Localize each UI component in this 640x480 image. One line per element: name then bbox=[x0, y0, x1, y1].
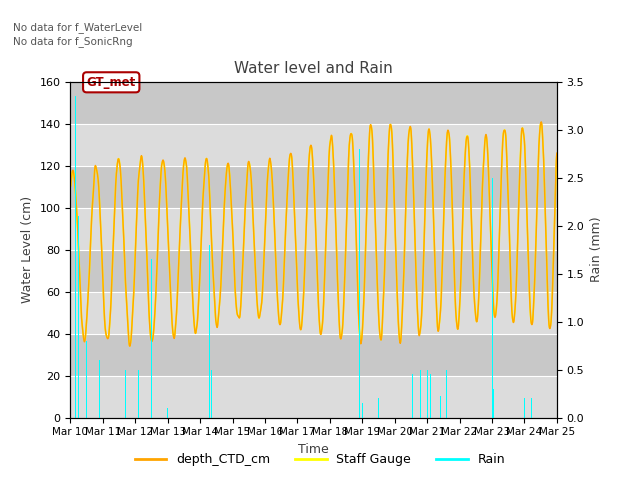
Y-axis label: Rain (mm): Rain (mm) bbox=[590, 217, 603, 282]
Bar bbox=[70, 124, 557, 166]
Text: GT_met: GT_met bbox=[86, 76, 136, 89]
Bar bbox=[70, 166, 557, 208]
Bar bbox=[70, 208, 557, 250]
Text: No data for f_WaterLevel: No data for f_WaterLevel bbox=[13, 22, 142, 33]
Legend: depth_CTD_cm, Staff Gauge, Rain: depth_CTD_cm, Staff Gauge, Rain bbox=[130, 448, 510, 471]
Y-axis label: Water Level (cm): Water Level (cm) bbox=[21, 196, 34, 303]
Bar bbox=[70, 82, 557, 124]
Bar bbox=[70, 250, 557, 291]
Title: Water level and Rain: Water level and Rain bbox=[234, 61, 393, 76]
Text: No data for f_SonicRng: No data for f_SonicRng bbox=[13, 36, 132, 47]
Bar bbox=[70, 291, 557, 334]
Bar bbox=[70, 334, 557, 375]
Bar bbox=[70, 375, 557, 418]
X-axis label: Time: Time bbox=[298, 443, 329, 456]
